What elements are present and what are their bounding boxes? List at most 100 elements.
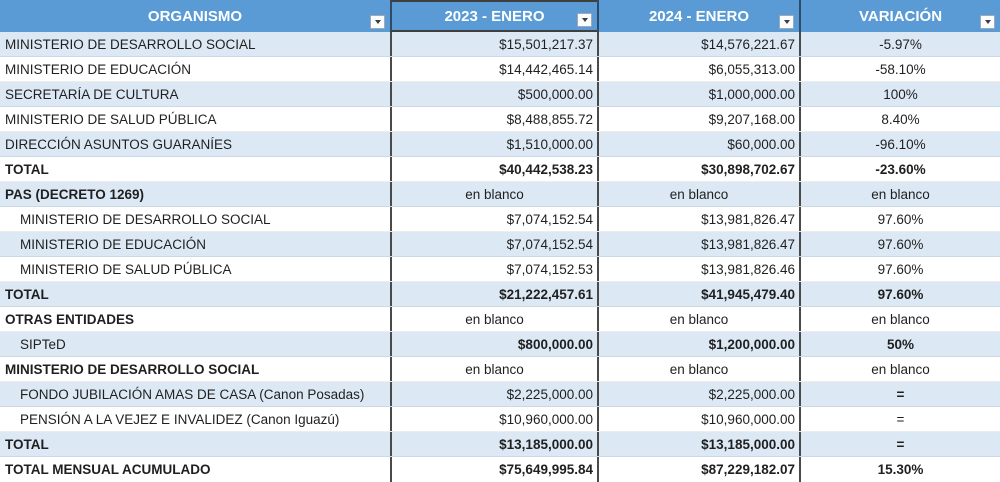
filter-dropdown-button-variacion[interactable] xyxy=(980,15,995,29)
org-cell[interactable]: MINISTERIO DE DESARROLLO SOCIAL xyxy=(5,361,260,377)
value-2024-cell[interactable]: $10,960,000.00 xyxy=(597,407,799,431)
header-organismo-label: ORGANISMO xyxy=(147,7,243,25)
table-row: MINISTERIO DE DESARROLLO SOCIAL en blanc… xyxy=(0,357,1000,382)
table-row: MINISTERIO DE EDUCACIÓN $14,442,465.14 $… xyxy=(0,57,1000,82)
header-2023-enero-label: 2023 - ENERO xyxy=(444,7,545,25)
variacion-cell[interactable]: 8.40% xyxy=(799,107,1000,131)
table-row: DIRECCIÓN ASUNTOS GUARANÍES $1,510,000.0… xyxy=(0,132,1000,157)
org-cell[interactable]: OTRAS ENTIDADES xyxy=(5,311,135,327)
org-cell[interactable]: SECRETARÍA DE CULTURA xyxy=(5,86,179,102)
value-2023-cell[interactable]: $15,501,217.37 xyxy=(390,32,597,56)
header-2024-enero-label: 2024 - ENERO xyxy=(648,7,750,25)
value-2023-cell[interactable]: $75,649,995.84 xyxy=(390,457,597,482)
filter-dropdown-button-organismo[interactable] xyxy=(370,15,385,29)
value-2023-cell[interactable]: en blanco xyxy=(390,357,597,381)
value-2023-cell[interactable]: $40,442,538.23 xyxy=(390,157,597,181)
value-2024-cell[interactable]: $13,185,000.00 xyxy=(597,432,799,456)
variacion-cell[interactable]: -23.60% xyxy=(799,157,1000,181)
variacion-cell[interactable]: en blanco xyxy=(799,307,1000,331)
value-2024-cell[interactable]: en blanco xyxy=(597,182,799,206)
filter-dropdown-button-2023[interactable] xyxy=(577,13,592,27)
org-cell[interactable]: MINISTERIO DE SALUD PÚBLICA xyxy=(20,261,232,277)
chevron-down-icon xyxy=(783,20,790,24)
header-organismo[interactable]: ORGANISMO xyxy=(0,0,390,32)
value-2024-cell[interactable]: $2,225,000.00 xyxy=(597,382,799,406)
header-2024-enero[interactable]: 2024 - ENERO xyxy=(597,0,799,32)
variacion-cell[interactable]: 15.30% xyxy=(799,457,1000,482)
value-2023-cell[interactable]: $7,074,152.54 xyxy=(390,207,597,231)
value-2023-cell[interactable]: $7,074,152.54 xyxy=(390,232,597,256)
variacion-cell[interactable]: 50% xyxy=(799,332,1000,356)
org-cell[interactable]: SIPTeD xyxy=(20,336,66,352)
value-2024-cell[interactable]: $1,000,000.00 xyxy=(597,82,799,106)
value-2023-cell[interactable]: en blanco xyxy=(390,307,597,331)
table-row: FONDO JUBILACIÓN AMAS DE CASA (Canon Pos… xyxy=(0,382,1000,407)
variacion-cell[interactable]: = xyxy=(799,382,1000,406)
org-cell[interactable]: TOTAL xyxy=(5,286,49,302)
value-2023-cell[interactable]: $800,000.00 xyxy=(390,332,597,356)
table-row: TOTAL $13,185,000.00 $13,185,000.00 = xyxy=(0,432,1000,457)
org-cell[interactable]: MINISTERIO DE DESARROLLO SOCIAL xyxy=(20,211,271,227)
org-cell[interactable]: TOTAL xyxy=(5,161,49,177)
header-2023-enero[interactable]: 2023 - ENERO xyxy=(390,0,597,32)
value-2024-cell[interactable]: en blanco xyxy=(597,357,799,381)
table-row: PAS (DECRETO 1269) en blanco en blanco e… xyxy=(0,182,1000,207)
org-cell[interactable]: MINISTERIO DE EDUCACIÓN xyxy=(5,61,192,77)
table-row: TOTAL $21,222,457.61 $41,945,479.40 97.6… xyxy=(0,282,1000,307)
variacion-cell[interactable]: -96.10% xyxy=(799,132,1000,156)
value-2024-cell[interactable]: $9,207,168.00 xyxy=(597,107,799,131)
header-variacion-label: VARIACIÓN xyxy=(858,7,943,25)
variacion-cell[interactable]: 97.60% xyxy=(799,282,1000,306)
table-body: MINISTERIO DE DESARROLLO SOCIAL $15,501,… xyxy=(0,32,1000,482)
value-2024-cell[interactable]: $13,981,826.47 xyxy=(597,232,799,256)
table-row: PENSIÓN A LA VEJEZ E INVALIDEZ (Canon Ig… xyxy=(0,407,1000,432)
org-cell[interactable]: PAS (DECRETO 1269) xyxy=(5,186,145,202)
table-row: MINISTERIO DE SALUD PÚBLICA $7,074,152.5… xyxy=(0,257,1000,282)
variacion-cell[interactable]: = xyxy=(799,432,1000,456)
value-2024-cell[interactable]: $87,229,182.07 xyxy=(597,457,799,482)
value-2024-cell[interactable]: $1,200,000.00 xyxy=(597,332,799,356)
value-2023-cell[interactable]: $13,185,000.00 xyxy=(390,432,597,456)
value-2024-cell[interactable]: $60,000.00 xyxy=(597,132,799,156)
value-2024-cell[interactable]: $30,898,702.67 xyxy=(597,157,799,181)
value-2024-cell[interactable]: $41,945,479.40 xyxy=(597,282,799,306)
table-row: MINISTERIO DE DESARROLLO SOCIAL $7,074,1… xyxy=(0,207,1000,232)
chevron-down-icon xyxy=(984,20,991,24)
value-2023-cell[interactable]: $21,222,457.61 xyxy=(390,282,597,306)
value-2023-cell[interactable]: en blanco xyxy=(390,182,597,206)
value-2024-cell[interactable]: $13,981,826.46 xyxy=(597,257,799,281)
variacion-cell[interactable]: en blanco xyxy=(799,357,1000,381)
value-2023-cell[interactable]: $10,960,000.00 xyxy=(390,407,597,431)
variacion-cell[interactable]: 100% xyxy=(799,82,1000,106)
variacion-cell[interactable]: 97.60% xyxy=(799,207,1000,231)
value-2023-cell[interactable]: $7,074,152.53 xyxy=(390,257,597,281)
variacion-cell[interactable]: -5.97% xyxy=(799,32,1000,56)
org-cell[interactable]: PENSIÓN A LA VEJEZ E INVALIDEZ (Canon Ig… xyxy=(20,411,340,427)
value-2024-cell[interactable]: en blanco xyxy=(597,307,799,331)
value-2023-cell[interactable]: $1,510,000.00 xyxy=(390,132,597,156)
org-cell[interactable]: TOTAL MENSUAL ACUMULADO xyxy=(5,462,211,477)
value-2024-cell[interactable]: $6,055,313.00 xyxy=(597,57,799,81)
value-2023-cell[interactable]: $2,225,000.00 xyxy=(390,382,597,406)
filter-dropdown-button-2024[interactable] xyxy=(779,15,794,29)
variacion-cell[interactable]: = xyxy=(799,407,1000,431)
org-cell[interactable]: FONDO JUBILACIÓN AMAS DE CASA (Canon Pos… xyxy=(20,386,365,402)
value-2023-cell[interactable]: $14,442,465.14 xyxy=(390,57,597,81)
org-cell[interactable]: TOTAL xyxy=(5,436,49,452)
variacion-cell[interactable]: 97.60% xyxy=(799,257,1000,281)
value-2024-cell[interactable]: $14,576,221.67 xyxy=(597,32,799,56)
variacion-cell[interactable]: en blanco xyxy=(799,182,1000,206)
value-2024-cell[interactable]: $13,981,826.47 xyxy=(597,207,799,231)
org-cell[interactable]: DIRECCIÓN ASUNTOS GUARANÍES xyxy=(5,136,233,152)
org-cell[interactable]: MINISTERIO DE DESARROLLO SOCIAL xyxy=(5,36,256,52)
value-2023-cell[interactable]: $8,488,855.72 xyxy=(390,107,597,131)
variacion-cell[interactable]: 97.60% xyxy=(799,232,1000,256)
value-2023-cell[interactable]: $500,000.00 xyxy=(390,82,597,106)
org-cell[interactable]: MINISTERIO DE EDUCACIÓN xyxy=(20,236,207,252)
org-cell[interactable]: MINISTERIO DE SALUD PÚBLICA xyxy=(5,111,217,127)
table-row: SECRETARÍA DE CULTURA $500,000.00 $1,000… xyxy=(0,82,1000,107)
variacion-cell[interactable]: -58.10% xyxy=(799,57,1000,81)
header-variacion[interactable]: VARIACIÓN xyxy=(799,0,1000,32)
table-row: MINISTERIO DE SALUD PÚBLICA $8,488,855.7… xyxy=(0,107,1000,132)
